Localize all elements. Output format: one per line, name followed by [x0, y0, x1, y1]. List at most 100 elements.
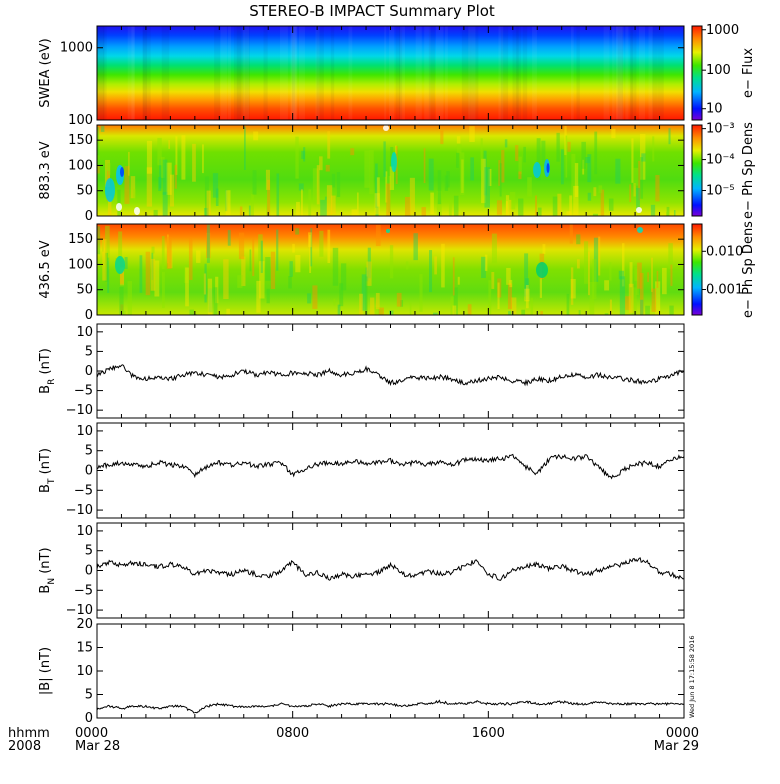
- swea-streak: [127, 26, 135, 120]
- series-line-N: [96, 557, 685, 581]
- pitch-angle-streak: [608, 198, 614, 211]
- pitch-angle-streak: [331, 195, 336, 215]
- colorbar-tick-label: 1000: [706, 23, 739, 38]
- pitch-angle-streak: [587, 154, 592, 183]
- swea-streak: [576, 26, 580, 120]
- pitch-angle-streak: [508, 199, 512, 216]
- pitch-angle-texture-2: [97, 224, 674, 315]
- pitch-angle-streak: [117, 189, 121, 216]
- pitch-angle-streak: [459, 152, 465, 196]
- pitch-angle-streak: [552, 196, 558, 216]
- pitch-angle-streak: [276, 173, 280, 216]
- pitch-angle-streak: [249, 249, 252, 272]
- pitch-angle-streak: [298, 183, 304, 191]
- pitch-angle-streak: [405, 261, 409, 270]
- pitch-angle-streak: [598, 236, 601, 276]
- pitch-angle-streak: [557, 193, 562, 216]
- y-tick-label: 150: [68, 232, 93, 247]
- pitch-angle-streak: [365, 267, 369, 282]
- pitch-angle-streak: [150, 258, 156, 291]
- swea-streak: [220, 26, 227, 120]
- pitch-angle-streak: [481, 256, 486, 278]
- swea-streak: [291, 26, 296, 120]
- pitch-angle-streak: [565, 135, 568, 178]
- pitch-angle-streak: [525, 285, 529, 309]
- pitch-angle-streak: [484, 167, 490, 208]
- pitch-angle-streak: [239, 206, 243, 216]
- pitch-angle-streak: [536, 138, 541, 181]
- pitch-angle-streak: [151, 252, 154, 280]
- pitch-angle-streak: [157, 137, 162, 166]
- pitch-angle-streak: [497, 282, 500, 310]
- y-tick-label: 5: [85, 344, 93, 359]
- panel-frame-3: [96, 323, 685, 419]
- swea-streak: [103, 26, 107, 120]
- pitch-angle-streak: [189, 309, 195, 315]
- pitch-angle-streak: [120, 267, 125, 286]
- y-tick-label: −5: [74, 583, 93, 598]
- pitch-angle-streak: [237, 275, 243, 288]
- pitch-angle-streak: [569, 195, 573, 216]
- pitch-angle-streak: [154, 260, 160, 297]
- pitch-angle-streak: [524, 253, 529, 297]
- pitch-angle-streak: [673, 210, 676, 216]
- pitch-angle-streak: [515, 145, 519, 162]
- pitch-angle-streak: [466, 313, 470, 315]
- colorbar-tick-label: 10: [706, 102, 723, 117]
- pitch-angle-streak: [566, 211, 571, 216]
- pitch-angle-streak: [375, 292, 380, 310]
- y-tick-label: 0: [85, 308, 93, 323]
- pitch-angle-streak: [107, 257, 110, 293]
- pitch-angle-blob: [386, 229, 390, 233]
- pitch-angle-streak: [525, 278, 530, 301]
- pitch-angle-streak: [467, 304, 472, 315]
- pitch-angle-streak: [339, 283, 344, 307]
- swea-streak: [389, 26, 395, 120]
- pitch-angle-streak: [589, 281, 595, 315]
- pitch-angle-streak: [188, 237, 193, 281]
- time-tick-label: 0800: [276, 726, 309, 741]
- pitch-angle-streak: [389, 310, 394, 315]
- pitch-angle-streak: [585, 157, 591, 164]
- pitch-angle-streak: [319, 156, 323, 171]
- pitch-angle-streak: [615, 158, 621, 184]
- colorbar-tick-label: 10⁻⁴: [706, 153, 735, 168]
- pitch-angle-streak: [647, 272, 649, 282]
- y-axis-label: BT (nT): [38, 448, 57, 493]
- swea-streak: [461, 26, 469, 120]
- pitch-angle-streak: [576, 234, 581, 245]
- pitch-angle-streak: [102, 239, 107, 281]
- pitch-angle-streak: [162, 191, 168, 216]
- y-tick-label: 100: [68, 113, 93, 128]
- pitch-angle-streak: [560, 149, 564, 185]
- pitch-angle-streak: [499, 163, 502, 197]
- pitch-angle-streak: [340, 263, 347, 291]
- swea-streak: [625, 26, 629, 120]
- swea-streak: [384, 26, 387, 120]
- swea-streak: [97, 26, 105, 120]
- pitch-angle-streak: [206, 224, 210, 263]
- swea-streak: [399, 26, 403, 120]
- pitch-angle-streak: [259, 261, 265, 299]
- pitch-angle-blob: [115, 256, 125, 274]
- pitch-angle-texture-1: [97, 125, 676, 216]
- pitch-angle-blob: [134, 207, 140, 215]
- pitch-angle-streak: [666, 206, 670, 216]
- pitch-angle-streak: [331, 173, 336, 188]
- swea-streak: [131, 26, 136, 120]
- pitch-angle-streak: [576, 259, 580, 269]
- pitch-angle-streak: [592, 259, 597, 300]
- swea-streak: [445, 26, 448, 120]
- colorbar-label: e− Ph Sp Dens: [741, 221, 756, 318]
- swea-streak: [512, 26, 519, 120]
- pitch-angle-streak: [609, 299, 612, 315]
- pitch-angle-streak: [639, 272, 644, 315]
- swea-streak: [570, 26, 574, 120]
- pitch-angle-streak: [434, 256, 437, 275]
- pitch-angle-streak: [310, 228, 313, 267]
- pitch-angle-streak: [100, 125, 105, 132]
- y-tick-label: 20: [76, 617, 93, 632]
- pitch-angle-streak: [668, 128, 671, 145]
- colorbar-0: [691, 25, 703, 121]
